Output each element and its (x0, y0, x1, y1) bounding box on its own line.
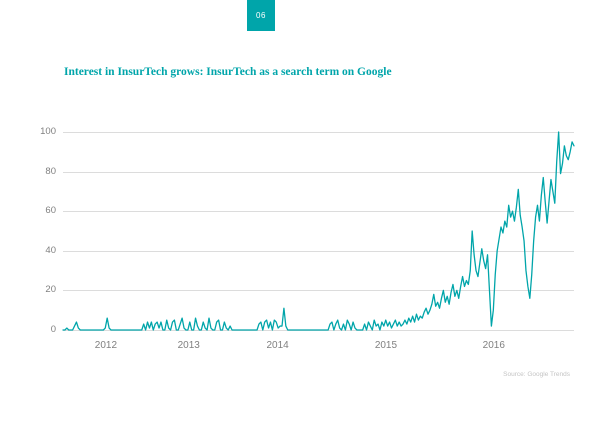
x-tick-label-2016: 2016 (482, 340, 505, 351)
gridline-y-20 (63, 290, 574, 292)
x-tick-label-2013: 2013 (177, 340, 200, 351)
x-tick-label-2012: 2012 (94, 340, 118, 351)
y-tick-label-0: 0 (50, 324, 56, 335)
page-number: 06 (256, 11, 266, 20)
y-tick-label-40: 40 (45, 244, 56, 256)
x-tick-label-2015: 2015 (374, 340, 398, 351)
y-tick-label-60: 60 (45, 205, 56, 217)
source-note: Source: Google Trends (503, 371, 570, 378)
gridline-y-60 (63, 211, 574, 213)
chart-title: Interest in InsurTech grows: InsurTech a… (64, 66, 392, 78)
gridline-y-100 (63, 132, 574, 133)
trend-line (62, 131, 575, 331)
x-tick-label-2014: 2014 (266, 340, 289, 351)
y-tick-label-80: 80 (45, 165, 56, 177)
chart-plot-area (62, 131, 575, 331)
y-tick-label-100: 100 (40, 126, 56, 137)
gridline-y-80 (63, 171, 574, 173)
gridline-y-40 (63, 250, 574, 252)
page-number-badge: 06 (247, 0, 275, 31)
trend-line-svg (62, 131, 575, 331)
y-tick-label-20: 20 (45, 284, 56, 296)
